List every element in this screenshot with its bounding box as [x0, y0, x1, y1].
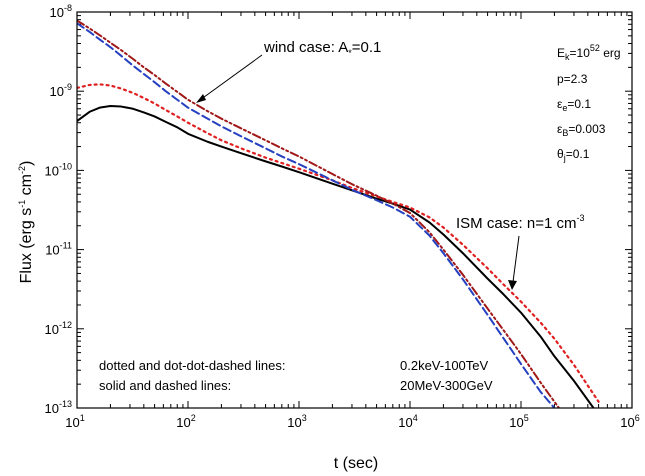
ism-case-text: ISM case: n=1 cm	[456, 215, 576, 232]
ism-case-exp: -3	[576, 213, 584, 223]
svg-text:εe=0.1: εe=0.1	[557, 97, 591, 113]
y-tick-label: 10-8	[50, 3, 72, 20]
axis-ticks	[76, 12, 632, 409]
ism-case-arrow	[512, 235, 520, 283]
param-eps-b-sub: B	[562, 128, 568, 138]
note-dotted-range: 0.2keV-100TeV	[400, 358, 489, 373]
y-tick-labels: 10-13 10-12 10-11 10-10 10-9 10-8	[45, 3, 72, 416]
wind-case-sub: *	[348, 48, 352, 58]
param-ek-sub: k	[565, 52, 570, 62]
series-line-dash-dot-dot	[77, 19, 561, 408]
svg-text:εB=0.003: εB=0.003	[557, 122, 606, 138]
param-ek-eq: =10	[570, 46, 591, 60]
param-eps-b-symbol: ε	[557, 122, 563, 136]
param-p: p=2.3	[557, 72, 588, 86]
param-eps-e-value: =0.1	[567, 97, 591, 111]
y-tick-label: 10-11	[45, 241, 72, 258]
svg-text:Ek=1052 erg: Ek=1052 erg	[557, 43, 621, 62]
model-parameters: Ek=1052 erg p=2.3 εe=0.1 εB=0.003 θj=0.1	[557, 43, 621, 163]
x-tick-label: 102	[176, 413, 195, 430]
param-theta-sub: j	[563, 153, 566, 163]
x-tick-label: 106	[620, 413, 639, 430]
wind-case-annotation: wind case: A*=0.1	[196, 39, 381, 103]
y-tick-label: 10-13	[45, 399, 72, 416]
param-theta-value: =0.1	[566, 147, 590, 161]
note-solid-range: 20MeV-300GeV	[400, 378, 493, 393]
series-line-dashed	[77, 22, 556, 408]
param-eps-e-symbol: ε	[557, 97, 563, 111]
wind-case-value: =0.1	[352, 39, 382, 56]
series-line-solid	[77, 105, 595, 408]
y-tick-label: 10-9	[50, 82, 72, 99]
svg-text:p=2.3: p=2.3	[557, 72, 588, 86]
param-ek-unit: erg	[600, 46, 621, 60]
energy-band-notes: dotted and dot-dot-dashed lines: 0.2keV-…	[99, 358, 493, 393]
wind-case-arrow	[199, 54, 263, 101]
note-dotted-label: dotted and dot-dot-dashed lines:	[99, 358, 285, 373]
svg-text:θj=0.1: θj=0.1	[557, 147, 590, 163]
series-line-dotted	[77, 83, 600, 403]
svg-text:wind case: A*=0.1: wind case: A*=0.1	[263, 39, 381, 58]
param-ek-exp: 52	[590, 43, 600, 53]
x-tick-label: 104	[398, 413, 417, 430]
wind-case-text: wind case: A	[263, 39, 348, 56]
x-axis-label: t (sec)	[334, 455, 378, 472]
series-layer	[77, 19, 600, 408]
x-tick-label: 101	[65, 413, 84, 430]
param-eps-b-value: =0.003	[568, 122, 605, 136]
param-ek-symbol: E	[557, 46, 565, 60]
y-axis-label: Flux (erg s-1 cm-2)	[17, 161, 35, 284]
wind-case-arrowhead	[196, 94, 206, 103]
param-eps-e-sub: e	[562, 103, 567, 113]
x-tick-label: 103	[287, 413, 306, 430]
note-solid-label: solid and dashed lines:	[99, 378, 231, 393]
param-theta-symbol: θ	[557, 147, 564, 161]
y-tick-label: 10-12	[45, 320, 72, 337]
plot-frame	[76, 11, 633, 409]
x-tick-labels: 101 102 103 104 105 106	[65, 413, 639, 430]
ism-case-arrowhead	[508, 280, 517, 290]
y-tick-label: 10-10	[45, 161, 72, 178]
ism-case-annotation: ISM case: n=1 cm-3	[456, 213, 584, 290]
x-tick-label: 105	[509, 413, 528, 430]
svg-text:ISM case: n=1 cm-3: ISM case: n=1 cm-3	[456, 213, 584, 232]
